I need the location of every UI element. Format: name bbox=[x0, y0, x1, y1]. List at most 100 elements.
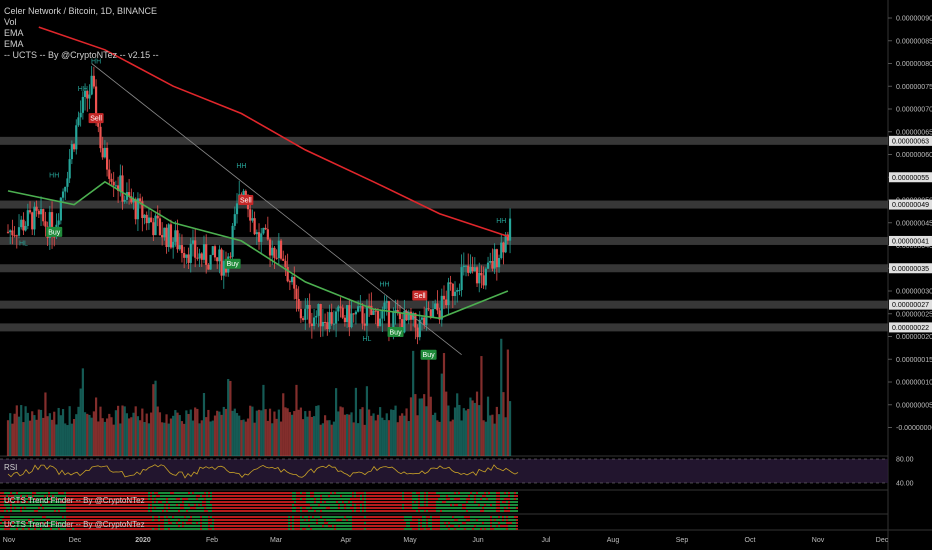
trend-cell bbox=[396, 495, 398, 497]
candle-body bbox=[220, 249, 223, 276]
volume-bar bbox=[407, 421, 410, 456]
trend-cell bbox=[494, 522, 496, 524]
trend-cell bbox=[390, 528, 392, 530]
trend-cell bbox=[322, 498, 324, 500]
volume-bar bbox=[339, 406, 342, 456]
trend-cell bbox=[128, 519, 130, 521]
trend-cell bbox=[242, 492, 244, 494]
trend-cell bbox=[42, 516, 44, 518]
trend-cell bbox=[472, 498, 474, 500]
trend-cell bbox=[306, 516, 308, 518]
candle-body bbox=[125, 192, 129, 200]
symbol-title[interactable]: Celer Network / Bitcoin, 1D, BINANCE bbox=[4, 6, 158, 16]
trend-cell bbox=[98, 501, 100, 503]
price-axis[interactable]: 0.000000900.000000850.000000800.00000075… bbox=[888, 16, 932, 433]
trend-cell bbox=[66, 504, 68, 506]
trend-cell bbox=[462, 501, 464, 503]
trend-cell bbox=[246, 492, 248, 494]
trend-cell bbox=[456, 519, 458, 521]
trend-cell bbox=[206, 525, 208, 527]
trend-pane-1-title[interactable]: UCTS Trend Finder -- By @CryptoNTez bbox=[4, 496, 145, 505]
buy-tag bbox=[224, 258, 241, 269]
volume-bar bbox=[97, 421, 100, 456]
volume-bar bbox=[154, 380, 157, 456]
trend-cell bbox=[494, 495, 496, 497]
trend-cell bbox=[224, 492, 226, 494]
trend-cell bbox=[348, 510, 350, 512]
trend-cell bbox=[472, 495, 474, 497]
trend-cell bbox=[118, 507, 120, 509]
trend-cell bbox=[246, 525, 248, 527]
trend-cell bbox=[266, 492, 268, 494]
trend-cell bbox=[446, 510, 448, 512]
legend-ucts[interactable]: -- UCTS -- By @CryptoNTez -- v2.15 -- bbox=[4, 50, 159, 60]
trend-cell bbox=[334, 525, 336, 527]
trend-cell bbox=[204, 528, 206, 530]
legend-ema-2[interactable]: EMA bbox=[4, 39, 24, 49]
trend-cell bbox=[374, 495, 376, 497]
trend-cell bbox=[292, 492, 294, 494]
trend-cell bbox=[392, 498, 394, 500]
trend-cell bbox=[78, 507, 80, 509]
trend-cell bbox=[196, 516, 198, 518]
trend-cell bbox=[490, 495, 492, 497]
volume-bar bbox=[346, 414, 349, 456]
trend-cell bbox=[374, 498, 376, 500]
trend-cell bbox=[200, 507, 202, 509]
candle-body bbox=[253, 218, 256, 235]
trend-cell bbox=[324, 501, 326, 503]
x-tick-label: Aug bbox=[607, 537, 620, 544]
trend-cell bbox=[450, 528, 452, 530]
trend-cell bbox=[284, 492, 286, 494]
trend-cell bbox=[44, 501, 46, 503]
trend-cell bbox=[60, 525, 62, 527]
trend-cell bbox=[498, 501, 500, 503]
trend-cell bbox=[232, 495, 234, 497]
time-axis[interactable]: Nov Dec 2020 Feb Mar Apr May Jun Jul Aug Sep Oct Nov… bbox=[3, 537, 889, 544]
trend-cell bbox=[254, 498, 256, 500]
trend-cell bbox=[250, 492, 252, 494]
trend-cell bbox=[346, 525, 348, 527]
trend-cell bbox=[230, 519, 232, 521]
legend-ema-1[interactable]: EMA bbox=[4, 28, 24, 38]
trend-cell bbox=[264, 507, 266, 509]
trend-cell bbox=[406, 525, 408, 527]
trend-cell bbox=[454, 528, 456, 530]
trend-cell bbox=[508, 504, 510, 506]
trend-cell bbox=[238, 522, 240, 524]
trend-cell bbox=[404, 519, 406, 521]
trend-cell bbox=[146, 492, 148, 494]
trend-cell bbox=[234, 510, 236, 512]
trend-cell bbox=[142, 516, 144, 518]
trend-cell bbox=[298, 492, 300, 494]
trend-cell bbox=[256, 492, 258, 494]
trend-pane-2-title[interactable]: UCTS Trend Finder -- By @CryptoNTez bbox=[4, 520, 145, 529]
trend-cell bbox=[172, 504, 174, 506]
trend-cell bbox=[380, 501, 382, 503]
trend-cell bbox=[68, 522, 70, 524]
trend-cell bbox=[122, 501, 124, 503]
trend-cell bbox=[128, 516, 130, 518]
trend-cell bbox=[442, 522, 444, 524]
candle-body bbox=[150, 217, 153, 223]
trend-cell bbox=[472, 519, 474, 521]
trend-cell bbox=[482, 516, 484, 518]
trend-cell bbox=[362, 516, 364, 518]
volume-bar bbox=[191, 420, 195, 456]
legend-volume[interactable]: Vol bbox=[4, 17, 17, 27]
trend-cell bbox=[450, 516, 452, 518]
trend-cell bbox=[212, 522, 214, 524]
trend-cell bbox=[312, 501, 314, 503]
trend-cell bbox=[110, 507, 112, 509]
trend-cell bbox=[298, 507, 300, 509]
trend-cell bbox=[66, 522, 68, 524]
volume-bar bbox=[86, 413, 89, 456]
trend-cell bbox=[370, 522, 372, 524]
x-tick-label: Jun bbox=[472, 537, 483, 544]
rsi-pane-title[interactable]: RSI bbox=[4, 463, 18, 472]
trend-cell bbox=[314, 507, 316, 509]
trend-cell bbox=[36, 522, 38, 524]
trend-cell bbox=[38, 522, 40, 524]
trend-cell bbox=[356, 528, 358, 530]
